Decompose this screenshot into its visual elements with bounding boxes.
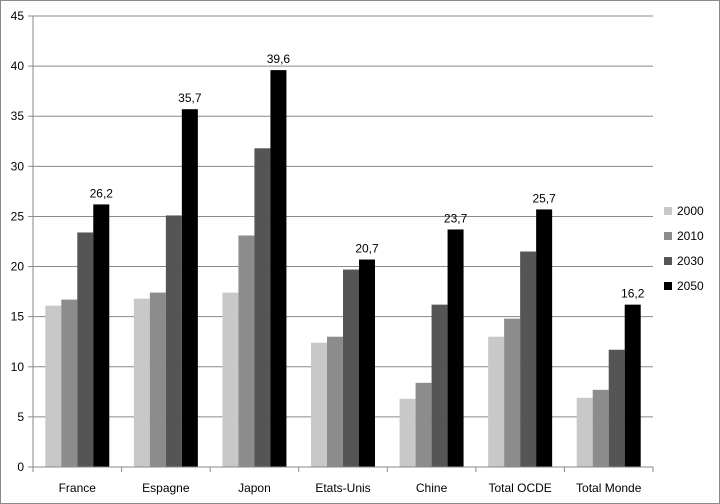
bar-2050 — [447, 229, 464, 467]
legend-swatch-2050 — [664, 282, 672, 290]
data-label: 35,7 — [178, 91, 202, 105]
bar-2010 — [415, 382, 432, 467]
bar-2050 — [181, 109, 198, 467]
y-tick-label: 10 — [11, 360, 25, 374]
legend-label: 2030 — [677, 254, 704, 268]
data-label: 26,2 — [90, 186, 114, 200]
x-axis: France Espagne Japon Etats-Unis Chine Total O… — [32, 466, 654, 495]
x-tick-label: France — [59, 481, 97, 495]
y-tick-label: 40 — [11, 59, 25, 73]
bar-2000 — [576, 397, 593, 467]
legend-label: 2050 — [677, 279, 704, 293]
bar-2030 — [608, 349, 625, 467]
y-axis: 0 5 10 15 20 25 30 35 40 45 — [11, 9, 34, 474]
x-tick-label: Espagne — [142, 481, 190, 495]
bar-2030 — [431, 304, 448, 467]
bar-2010 — [61, 299, 78, 467]
bar-2050 — [359, 259, 375, 467]
y-tick-label: 35 — [11, 109, 25, 123]
bar-2030 — [254, 148, 271, 467]
data-labels: 26,2 35,7 39,6 20,7 23,7 25,7 16,2 — [90, 52, 645, 301]
legend-swatch-2000 — [664, 207, 672, 215]
data-label: 20,7 — [355, 242, 379, 256]
bar-2010 — [238, 235, 255, 467]
bar-2030 — [520, 251, 537, 467]
y-tick-label: 25 — [11, 209, 25, 223]
legend-label: 2000 — [677, 204, 704, 218]
bar-2000 — [133, 298, 150, 467]
legend-swatch-2010 — [664, 232, 672, 240]
bar-2030 — [165, 215, 182, 467]
legend: 2000 2010 2030 2050 — [664, 204, 704, 293]
data-label: 16,2 — [621, 287, 645, 301]
x-tick-label: Etats-Unis — [315, 481, 370, 495]
bar-2050 — [270, 70, 287, 468]
bars — [45, 70, 641, 468]
bar-2050 — [536, 209, 553, 467]
bar-2000 — [488, 336, 505, 467]
bar-2050 — [93, 204, 110, 467]
y-tick-label: 20 — [11, 260, 25, 274]
x-tick-label: Total OCDE — [488, 481, 551, 495]
data-label: 39,6 — [267, 52, 291, 66]
bar-2000 — [311, 342, 327, 467]
legend-label: 2010 — [677, 229, 704, 243]
legend-swatch-2030 — [664, 257, 672, 265]
y-tick-label: 45 — [11, 9, 25, 23]
bar-2010 — [592, 389, 609, 467]
data-label: 25,7 — [532, 191, 556, 205]
bar-2000 — [399, 398, 416, 467]
bar-2000 — [222, 292, 239, 467]
y-tick-label: 5 — [17, 410, 24, 424]
y-tick-label: 30 — [11, 159, 25, 173]
bar-2010 — [149, 292, 166, 467]
x-tick-label: Chine — [416, 481, 448, 495]
bar-2000 — [45, 305, 62, 467]
x-tick-label: Japon — [238, 481, 271, 495]
bar-2050 — [624, 304, 641, 467]
y-tick-label: 15 — [11, 310, 25, 324]
bar-2010 — [504, 318, 521, 467]
bar-2030 — [77, 232, 94, 467]
data-label: 23,7 — [444, 211, 468, 225]
bar-2010 — [327, 336, 343, 467]
bar-2030 — [343, 269, 359, 467]
x-tick-label: Total Monde — [576, 481, 642, 495]
y-tick-label: 0 — [17, 460, 24, 474]
